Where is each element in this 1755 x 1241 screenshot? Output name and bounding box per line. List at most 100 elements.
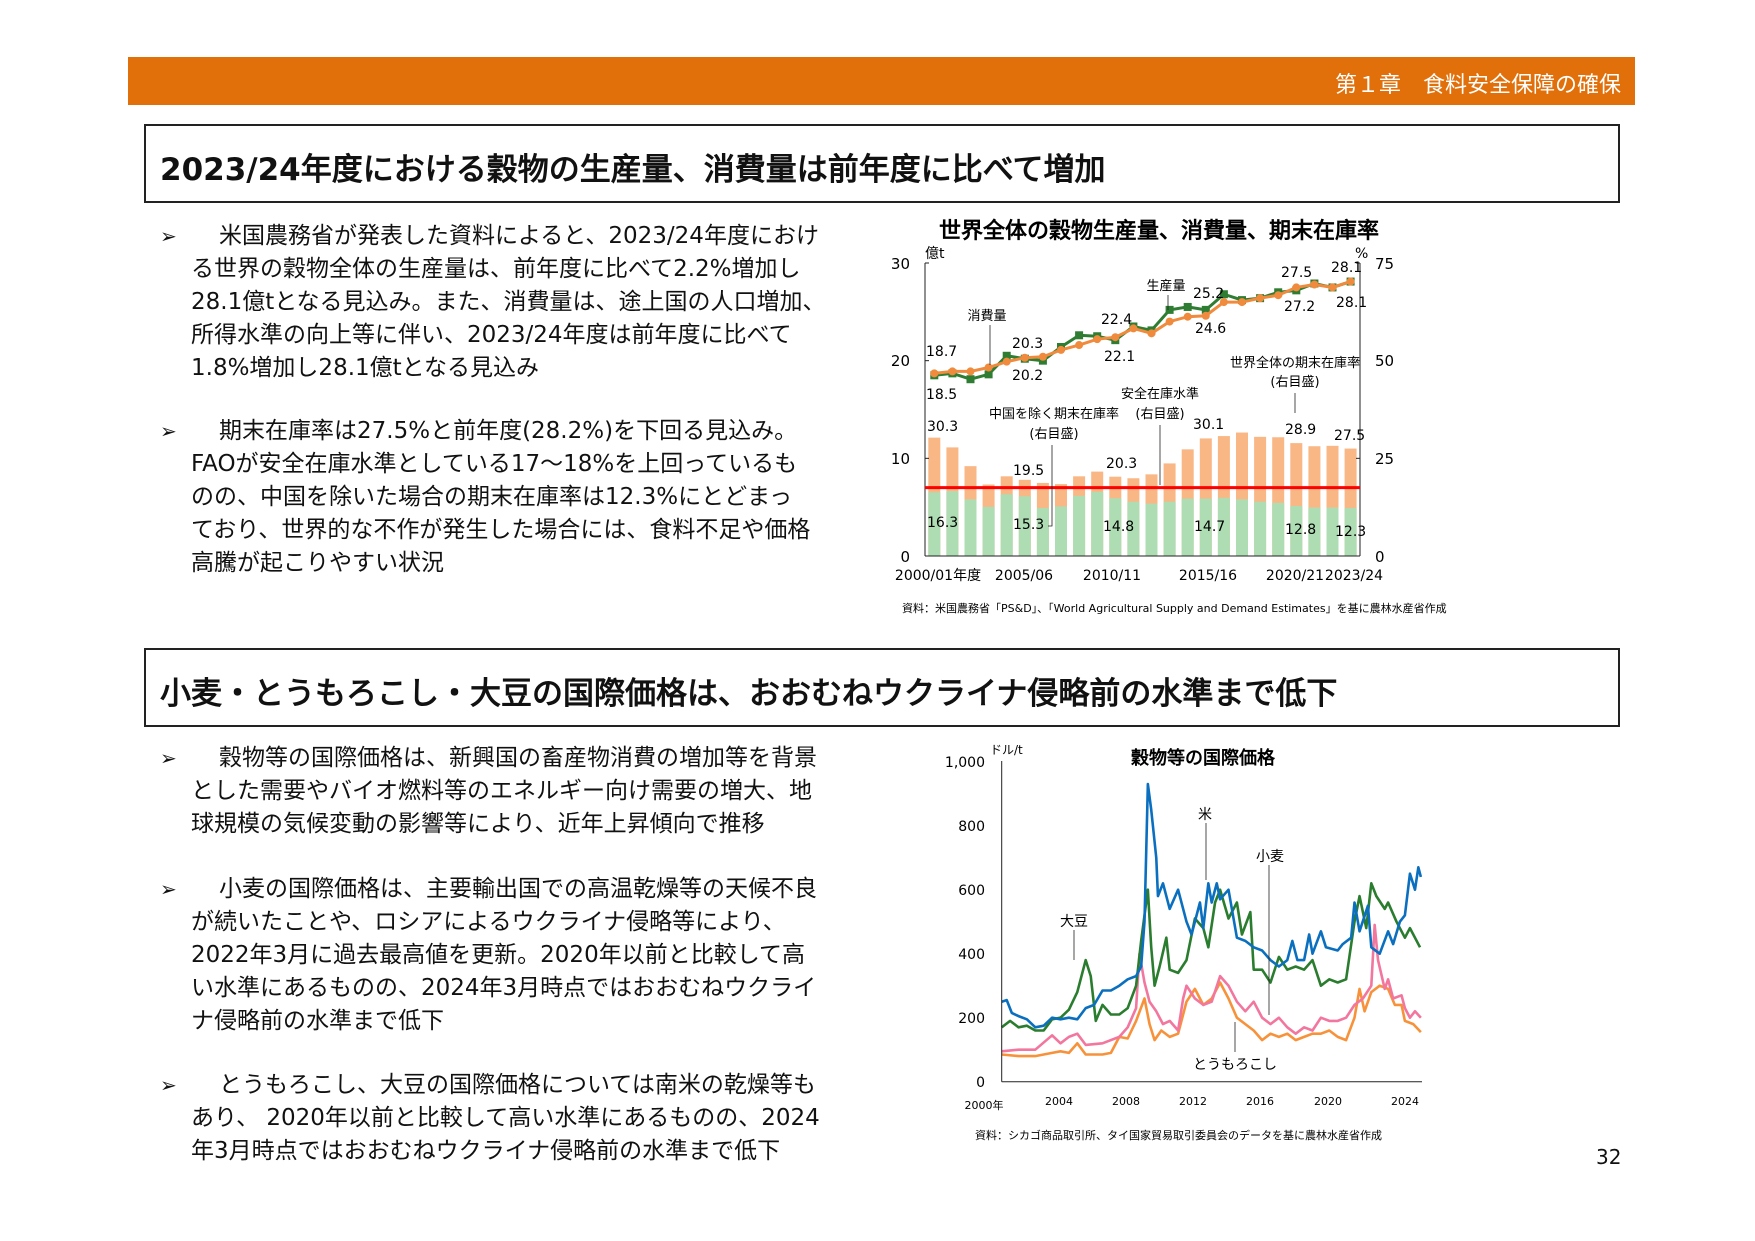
bar-china-excluded-ratio bbox=[1036, 507, 1049, 556]
bar-china-excluded-ratio bbox=[928, 492, 941, 556]
bar-china-excluded-ratio bbox=[946, 491, 959, 556]
data-label: 30.1 bbox=[1193, 417, 1224, 433]
annotation-production: 生産量 bbox=[1146, 278, 1185, 294]
section2-bullet-1: ➢ 穀物等の国際価格は、新興国の畜産物消費の増加等を背景 とした需要やバイオ燃料… bbox=[160, 742, 817, 841]
bar-china-excluded-ratio bbox=[1127, 501, 1140, 556]
x-tick: 2000/01年度 bbox=[895, 568, 981, 584]
data-label: 12.8 bbox=[1285, 522, 1316, 538]
text-line: ており、世界的な不作が発生した場合には、食料不足や価格 bbox=[191, 517, 811, 543]
x-tick: 2010/11 bbox=[1083, 568, 1141, 584]
y-tick: 1,000 bbox=[945, 755, 985, 771]
bar-china-excluded-ratio bbox=[1163, 501, 1176, 556]
text-line: 28.1億tとなる見込み。また、消費量は、途上国の人口増加、 bbox=[191, 289, 826, 315]
x-tick: 2012 bbox=[1179, 1095, 1207, 1108]
y-tick-left: 10 bbox=[891, 450, 910, 468]
annotation-world-ratio-axis: (右目盛) bbox=[1270, 375, 1319, 390]
series-label-corn: とうもろこし bbox=[1193, 1057, 1277, 1073]
point-production bbox=[1183, 302, 1192, 311]
text-line: 穀物等の国際価格は、新興国の畜産物消費の増加等を背景 bbox=[219, 745, 817, 771]
data-label: 30.3 bbox=[927, 419, 958, 435]
bar-china-excluded-ratio bbox=[1344, 507, 1357, 556]
chart-title: 世界全体の穀物生産量、消費量、期末在庫率 bbox=[939, 218, 1379, 244]
bar-china-excluded-ratio bbox=[1018, 496, 1031, 556]
bar-china-excluded-ratio bbox=[1236, 499, 1248, 556]
point-production bbox=[1201, 305, 1210, 314]
point-consumption bbox=[984, 363, 993, 372]
bar-china-excluded-ratio bbox=[1199, 498, 1212, 556]
data-label: 28.9 bbox=[1285, 422, 1316, 438]
x-tick: 2015/16 bbox=[1179, 568, 1237, 584]
data-label: 20.2 bbox=[1012, 368, 1043, 384]
x-tick: 2004 bbox=[1045, 1095, 1073, 1108]
y-tick-right: 25 bbox=[1375, 450, 1394, 468]
chart-title: 穀物等の国際価格 bbox=[1131, 747, 1276, 769]
data-label: 19.5 bbox=[1013, 463, 1044, 479]
bar-china-excluded-ratio bbox=[1217, 497, 1230, 556]
bullet-arrow-icon: ➢ bbox=[160, 419, 177, 443]
right-axis-unit: % bbox=[1355, 246, 1368, 262]
grain-price-chart: 穀物等の国際価格 ドル/t 1,000 800 600 400 200 0 20… bbox=[945, 743, 1423, 1142]
annotation-safety-axis: (右目盛) bbox=[1135, 407, 1184, 422]
text-line: い水準にあるものの、2024年3月時点ではおおむねウクライ bbox=[191, 975, 817, 1001]
data-label: 12.3 bbox=[1335, 524, 1366, 540]
data-label: 18.7 bbox=[926, 344, 957, 360]
section2-title-box: 小麦・とうもろこし・大豆の国際価格は、おおむねウクライナ侵略前の水準まで低下 bbox=[144, 648, 1620, 727]
series-line-rice bbox=[1001, 782, 1423, 1029]
point-consumption bbox=[1310, 280, 1319, 289]
y-tick-left: 30 bbox=[891, 255, 910, 273]
data-label: 20.3 bbox=[1106, 456, 1137, 472]
section2-bullet-2: ➢ 小麦の国際価格は、主要輸出国での高温乾燥等の天候不良 が続いたことや、ロシア… bbox=[160, 873, 817, 1038]
text-line: 期末在庫率は27.5%と前年度(28.2%)を下回る見込み。 bbox=[219, 418, 798, 444]
point-production bbox=[1219, 290, 1228, 299]
point-consumption bbox=[1274, 291, 1283, 300]
bar-china-excluded-ratio bbox=[1091, 491, 1104, 556]
point-consumption bbox=[1183, 312, 1192, 321]
data-label: 22.4 bbox=[1101, 312, 1132, 328]
point-consumption bbox=[966, 367, 975, 376]
bar-china-excluded-ratio bbox=[1000, 494, 1013, 556]
x-tick: 2020 bbox=[1314, 1095, 1342, 1108]
data-label: 27.2 bbox=[1284, 299, 1315, 315]
grain-production-chart: 世界全体の穀物生産量、消費量、期末在庫率 億t % 30 20 10 0 75 … bbox=[891, 218, 1447, 615]
bar-china-excluded-ratio bbox=[1145, 503, 1158, 556]
point-consumption bbox=[1129, 324, 1138, 333]
bar-china-excluded-ratio bbox=[1254, 501, 1267, 556]
section1-title: 2023/24年度における穀物の生産量、消費量は前年度に比べて増加 bbox=[160, 152, 1106, 188]
point-consumption bbox=[930, 369, 939, 378]
section2-bullet-3: ➢ とうもろこし、大豆の国際価格については南米の乾燥等も あり、 2020年以前… bbox=[160, 1069, 820, 1168]
point-consumption bbox=[1292, 283, 1301, 292]
y-tick-left: 20 bbox=[891, 352, 910, 370]
x-tick: 2024 bbox=[1391, 1095, 1419, 1108]
section1-bullet-2: ➢ 期末在庫率は27.5%と前年度(28.2%)を下回る見込み。 FAOが安全在… bbox=[160, 415, 810, 580]
point-consumption bbox=[1219, 298, 1228, 307]
leader-line bbox=[1048, 445, 1053, 527]
y-tick: 400 bbox=[958, 947, 985, 963]
text-line: 球規模の気候変動の影響等により、近年上昇傾向で推移 bbox=[191, 811, 765, 837]
x-tick: 2020/21 bbox=[1266, 568, 1324, 584]
series-label-wheat: 小麦 bbox=[1256, 849, 1284, 865]
x-tick: 2023/24 bbox=[1325, 568, 1383, 584]
point-consumption bbox=[1238, 298, 1246, 307]
text-line: のの、中国を除いた場合の期末在庫率は12.3%にとどまっ bbox=[191, 484, 793, 510]
point-production bbox=[984, 370, 993, 379]
text-line: 小麦の国際価格は、主要輸出国での高温乾燥等の天候不良 bbox=[219, 876, 817, 902]
data-label: 14.7 bbox=[1194, 519, 1225, 535]
data-label: 25.2 bbox=[1193, 286, 1224, 302]
section2-title: 小麦・とうもろこし・大豆の国際価格は、おおむねウクライナ侵略前の水準まで低下 bbox=[160, 676, 1338, 712]
text-line: 所得水準の向上等に伴い、2023/24年度は前年度に比べて bbox=[191, 322, 792, 348]
text-line: 2022年3月に過去最高値を更新。2020年以前と比較して高 bbox=[191, 942, 806, 968]
y-tick-right: 75 bbox=[1375, 255, 1394, 273]
point-consumption bbox=[1165, 317, 1174, 326]
point-consumption bbox=[1328, 283, 1337, 292]
text-line: あり、 2020年以前と比較して高い水準にあるものの、2024 bbox=[191, 1105, 820, 1131]
data-label: 27.5 bbox=[1334, 428, 1365, 444]
data-label: 20.3 bbox=[1012, 336, 1043, 352]
section1-bullet-1: ➢ 米国農務省が発表した資料によると、2023/24年度におけ る世界の穀物全体… bbox=[160, 220, 826, 385]
data-label: 18.5 bbox=[926, 387, 957, 403]
point-consumption bbox=[948, 367, 957, 376]
data-label: 14.8 bbox=[1103, 519, 1134, 535]
data-label: 16.3 bbox=[927, 515, 958, 531]
chapter-header-bar: 第１章 食料安全保障の確保 bbox=[128, 57, 1635, 105]
text-line: とした需要やバイオ燃料等のエネルギー向け需要の増大、地 bbox=[191, 778, 812, 804]
data-label: 28.1 bbox=[1331, 260, 1362, 276]
